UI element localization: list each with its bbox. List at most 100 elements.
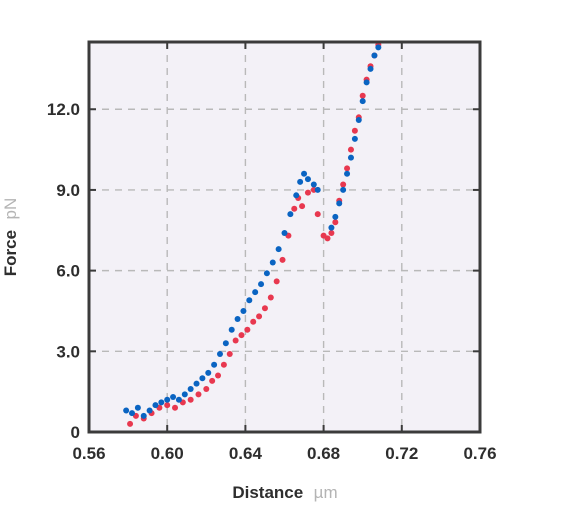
y-tick-label: 9.0	[56, 181, 80, 200]
data-point	[299, 203, 306, 210]
data-point	[205, 369, 212, 376]
data-point	[220, 361, 227, 368]
data-point	[146, 407, 153, 414]
plot-background	[89, 42, 480, 432]
data-point	[244, 326, 251, 333]
data-point	[340, 181, 347, 188]
y-axis-unit: pN	[1, 198, 20, 220]
x-tick-label: 0.64	[229, 444, 263, 463]
data-point	[232, 337, 239, 344]
data-point	[226, 351, 233, 357]
data-point	[279, 256, 286, 263]
data-point	[164, 396, 171, 403]
data-point	[355, 117, 362, 123]
data-point	[252, 289, 259, 296]
data-point	[293, 192, 300, 199]
data-point	[297, 178, 304, 185]
data-point	[175, 396, 182, 403]
data-point	[304, 176, 311, 183]
data-point	[324, 235, 331, 242]
data-point	[340, 186, 347, 193]
data-point	[344, 170, 351, 177]
data-point	[347, 154, 354, 161]
data-point	[211, 361, 218, 368]
y-axis-label: Force	[1, 230, 20, 276]
data-point	[152, 402, 159, 409]
data-point	[134, 404, 141, 411]
data-point	[301, 170, 308, 177]
x-axis-label: Distance	[232, 483, 303, 502]
x-axis-title: Distance µm	[232, 483, 337, 502]
x-tick-label: 0.76	[463, 444, 496, 463]
plot-frame	[87, 40, 482, 434]
axis-ticks: 0.56 0.60 0.64 0.68 0.72 0.76 0 3.0 6.0 9.0 12.0	[47, 42, 497, 463]
data-point	[127, 420, 134, 427]
data-point	[238, 332, 245, 339]
data-point	[250, 318, 257, 325]
data-point	[314, 186, 321, 193]
data-point	[310, 181, 317, 188]
data-point	[328, 229, 335, 236]
data-point	[275, 246, 282, 253]
data-point	[222, 340, 229, 347]
data-point	[199, 375, 206, 382]
data-point	[332, 219, 339, 226]
data-point	[203, 385, 210, 392]
data-point	[351, 135, 358, 142]
data-point	[332, 213, 339, 220]
data-point	[195, 391, 202, 398]
series-blue	[123, 44, 382, 419]
x-tick-label: 0.56	[72, 444, 105, 463]
data-point	[328, 224, 335, 231]
data-point	[234, 316, 241, 323]
data-point	[314, 211, 321, 218]
data-point	[172, 404, 179, 411]
data-point	[371, 52, 378, 59]
data-point	[158, 399, 165, 406]
data-point	[375, 44, 382, 51]
data-point	[359, 92, 366, 99]
data-point	[215, 372, 222, 379]
data-point	[258, 281, 265, 288]
x-axis-unit: µm	[314, 483, 338, 502]
data-point	[129, 410, 136, 417]
data-point	[269, 259, 276, 266]
data-point	[164, 402, 171, 409]
data-point	[261, 305, 268, 312]
data-point	[240, 307, 247, 314]
data-point	[347, 146, 354, 153]
data-point	[363, 79, 370, 86]
x-tick-label: 0.72	[385, 444, 418, 463]
x-tick-label: 0.60	[151, 444, 184, 463]
data-point	[246, 297, 253, 304]
data-point	[273, 278, 280, 285]
data-point	[216, 351, 223, 357]
data-point	[193, 380, 200, 387]
data-point	[267, 294, 274, 301]
y-tick-label: 12.0	[47, 100, 80, 119]
data-point	[123, 407, 130, 414]
data-point	[187, 385, 194, 392]
data-point	[344, 165, 351, 172]
data-point	[367, 65, 374, 72]
data-point	[228, 326, 235, 333]
data-point	[181, 391, 188, 398]
data-point	[359, 98, 366, 105]
y-axis-title: Force pN	[1, 198, 20, 276]
y-tick-label: 3.0	[56, 342, 80, 361]
data-point	[351, 127, 358, 134]
data-point	[170, 394, 177, 401]
data-point	[187, 396, 194, 403]
data-point	[263, 270, 270, 277]
data-point	[256, 313, 263, 320]
data-point	[281, 229, 288, 236]
x-tick-label: 0.68	[307, 444, 340, 463]
y-tick-label: 6.0	[56, 262, 80, 281]
data-point	[304, 189, 311, 196]
data-point	[209, 377, 216, 384]
y-tick-label: 0	[71, 423, 80, 442]
data-point	[287, 211, 294, 218]
data-point	[291, 205, 298, 212]
data-point	[140, 412, 147, 419]
